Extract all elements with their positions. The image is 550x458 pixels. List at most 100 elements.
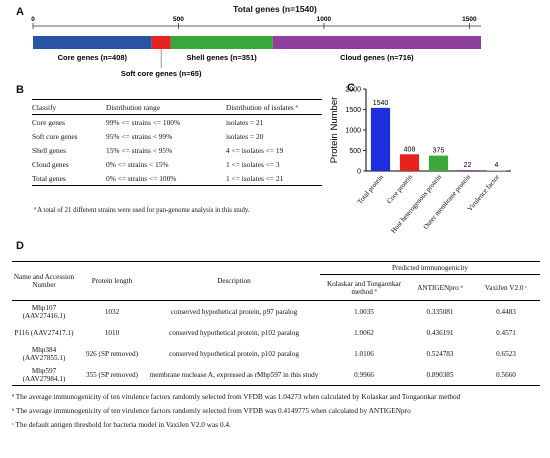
segment-label-softcore: Soft core genes (n=65) — [121, 69, 202, 78]
table-row: Total genes 0% <= strains <= 100% 1 <= i… — [32, 171, 322, 186]
header-antigenpro: ANTIGENpro ᵇ — [417, 283, 463, 292]
segment-softcore — [151, 36, 171, 49]
cell-description: conserved hypothetical protein, p97 para… — [170, 307, 298, 316]
footnote-a: ª The average immunogenicity of ten viru… — [12, 392, 461, 401]
cell-range: 95% <= strains < 99% — [106, 131, 173, 141]
bar — [399, 154, 420, 171]
tick-label: 1000 — [317, 16, 332, 23]
header-classify: Classify — [32, 102, 57, 112]
header-kolaskar: Kolaskar and Tongaonkar method ª — [326, 279, 401, 296]
cell-length: 926 (SP removed) — [85, 349, 139, 358]
tick-label: 1500 — [462, 16, 477, 23]
header-vaxijen: VaxiJen V2.0 ᶜ — [484, 283, 528, 292]
tick-label: 0 — [31, 16, 35, 23]
cell-vaxijen: 0.6523 — [496, 349, 516, 358]
cell-kolaskar: 1.0106 — [354, 349, 374, 358]
pan-genome-title: Total genes (n=1540) — [233, 4, 317, 14]
cell-length: 1010 — [104, 328, 120, 337]
table-row: Mhp597 (AAV27984.1) 355 (SP removed) mem… — [12, 364, 540, 386]
cell-isolates: isolates = 20 — [226, 131, 264, 141]
cell-classify: Soft core genes — [32, 131, 78, 141]
x-tick-label: Host heterogenous protein — [389, 173, 443, 235]
segment-label-shell: Shell genes (n=351) — [187, 53, 258, 62]
cell-antigenpro: 0.335081 — [426, 307, 454, 316]
cell-length: 1032 — [104, 307, 120, 316]
table-d-footnotes: ª The average immunogenicity of ten viru… — [12, 392, 540, 429]
cell-vaxijen: 0.4571 — [496, 328, 516, 337]
table-row: Shell genes 15% <= strains < 95% 4 <= is… — [32, 143, 322, 157]
protein-bar-chart: 0 500 1000 1500 2000 Protein Number 1540 Total… — [330, 87, 511, 235]
footnote-c: ᶜ The default antigen threshold for bact… — [12, 420, 231, 429]
table-header-row: Classify Distribution range Distribution… — [32, 100, 322, 115]
cell-classify: Core genes — [32, 117, 66, 127]
chart-axes: 0 500 1000 1500 2000 — [345, 87, 511, 176]
tick-label: 500 — [173, 16, 184, 23]
cell-description: conserved hypothetical protein, p102 par… — [169, 349, 299, 358]
header-name: Name and Accession Number — [13, 273, 75, 289]
table-header-row: Name and Accession Number Protein length… — [12, 261, 540, 289]
x-tick-label: Core protein — [385, 173, 414, 205]
cell-range: 15% <= strains < 95% — [106, 145, 173, 155]
panel-c-letter: C — [347, 82, 355, 94]
y-tick-label: 0 — [357, 169, 361, 176]
header-range: Distribution range — [106, 102, 160, 112]
data-label: 4 — [495, 162, 499, 169]
cell-range: 0% <= strains < 15% — [106, 159, 169, 169]
cell-name: Mhp107 (AAV27416.1) — [22, 303, 66, 320]
y-tick-label: 1000 — [345, 128, 361, 135]
segment-label-core: Core genes (n=408) — [58, 53, 128, 62]
segment-shell — [170, 36, 273, 49]
cell-kolaskar: 0.9966 — [354, 370, 374, 379]
cell-isolates: isolates = 21 — [226, 117, 264, 127]
gene-classification-table: Classify Distribution range Distribution… — [32, 99, 322, 186]
table-row: Mhp107 (AAV27416.1) 1032 conserved hypot… — [12, 301, 540, 323]
cell-vaxijen: 0.4483 — [496, 307, 516, 316]
panel-a-letter: A — [16, 6, 24, 18]
footnote-b: ᵇ The average immunogenicity of ten viru… — [12, 406, 411, 415]
cell-name: Mhp597 (AAV27984.1) — [22, 366, 66, 383]
cell-antigenpro: 0.524783 — [426, 349, 454, 358]
bar — [428, 155, 449, 171]
cell-classify: Shell genes — [32, 145, 66, 155]
cell-description: conserved hypothetical protein, p102 par… — [169, 328, 299, 337]
data-label: 375 — [433, 148, 445, 155]
table-b-footnote: ª A total of 21 different strains were u… — [34, 207, 250, 214]
immunogenicity-table: Name and Accession Number Protein length… — [12, 261, 540, 386]
segment-label-cloud: Cloud genes (n=716) — [340, 53, 414, 62]
bar — [486, 170, 507, 171]
cell-kolaskar: 1.0062 — [354, 328, 374, 337]
cell-isolates: 4 <= isolates <= 19 — [226, 145, 284, 155]
chart-bars — [370, 107, 507, 171]
cell-length: 355 (SP removed) — [85, 370, 139, 379]
bar — [370, 107, 391, 171]
header-predicted-immunogenicity: Predicted immunogenicity — [320, 261, 540, 275]
header-length: Protein length — [91, 277, 133, 285]
data-label: 1540 — [373, 100, 389, 107]
table-row: Cloud genes 0% <= strains < 15% 1 <= iso… — [32, 157, 322, 171]
header-isolates: Distribution of isolates ª — [226, 102, 298, 112]
gene-segments — [33, 36, 481, 49]
cell-description: membrane nuclease A, expressed as rMhp59… — [149, 370, 319, 379]
data-label: 408 — [404, 146, 416, 153]
cell-range: 99% <= strains <= 100% — [106, 117, 181, 127]
cell-vaxijen: 0.5660 — [496, 370, 516, 379]
cell-classify: Cloud genes — [32, 159, 69, 169]
segment-core — [33, 36, 152, 49]
panel-d-letter: D — [16, 240, 24, 252]
cell-range: 0% <= strains <= 100% — [106, 173, 177, 183]
x-tick-label: Total protein — [356, 173, 386, 206]
cell-isolates: 1 <= isolates <= 3 — [226, 159, 280, 169]
y-tick-label: 1500 — [345, 107, 361, 114]
segment-labels: Core genes (n=408) Soft core genes (n=65)… — [58, 49, 414, 78]
y-tick-label: 2000 — [345, 87, 361, 94]
table-row: Core genes 99% <= strains <= 100% isolat… — [32, 115, 322, 130]
cell-classify: Total genes — [32, 173, 66, 183]
axis-ticks: 0 500 1000 1500 — [31, 16, 477, 29]
cell-antigenpro: 0.436191 — [426, 328, 454, 337]
cell-kolaskar: 1.0035 — [354, 307, 374, 316]
bar — [457, 170, 478, 171]
table-row: Soft core genes 95% <= strains < 99% iso… — [32, 129, 322, 143]
y-tick-label: 500 — [349, 148, 361, 155]
panel-b-letter: B — [16, 84, 24, 96]
data-label: 22 — [464, 162, 472, 169]
